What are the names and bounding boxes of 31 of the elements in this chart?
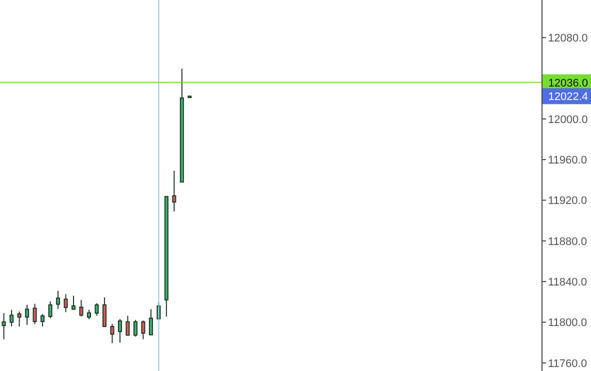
text: 12022.4 [548, 91, 588, 104]
candlestick [148, 308, 153, 336]
candlestick [133, 319, 138, 338]
candlestick [25, 304, 30, 326]
candlestick [86, 309, 91, 320]
candlestick [64, 294, 68, 313]
candlestick [110, 323, 114, 344]
candlestick [72, 295, 76, 310]
y-tick-label: 12000.0 [548, 114, 588, 126]
candlestick [102, 297, 106, 327]
candlestick [141, 320, 146, 340]
candlestick [17, 311, 22, 327]
y-tick-label: 11880.0 [548, 236, 587, 248]
candlestick [94, 302, 99, 316]
y-tick-label: 11840.0 [548, 276, 587, 288]
y-tick-label: 11760.0 [548, 358, 587, 370]
y-tick-label: 12080.0 [548, 32, 588, 45]
candlestick [2, 312, 6, 340]
candlestick [40, 314, 45, 327]
ref-line-label: 12036.0 [548, 77, 588, 90]
y-tick-label: 11920.0 [548, 195, 587, 208]
candlestick [126, 315, 130, 336]
candlestick [56, 290, 60, 310]
y-tick-label: 11800.0 [548, 317, 587, 330]
candlestick [32, 303, 37, 325]
y-tick-label: 11960.0 [548, 154, 587, 166]
candlestick [79, 299, 84, 318]
candlestick [118, 318, 122, 344]
candlestick [172, 170, 176, 212]
candlestick [10, 309, 14, 327]
candlestick [48, 300, 52, 319]
